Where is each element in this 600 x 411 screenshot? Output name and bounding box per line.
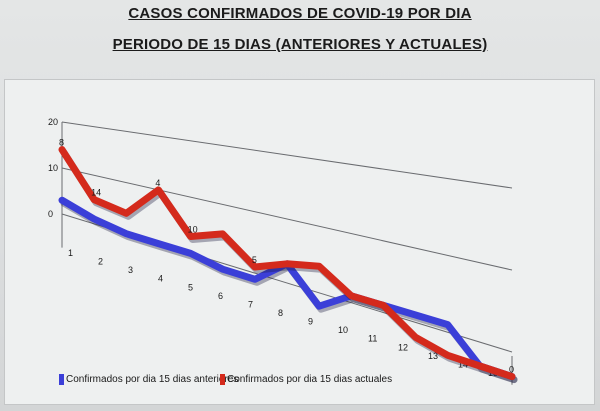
x-tick-label: 5 — [188, 282, 193, 292]
x-tick-label: 6 — [218, 291, 223, 301]
gridline — [61, 167, 513, 271]
data-point — [156, 241, 161, 246]
data-point — [92, 217, 97, 221]
y-tick-label: 10 — [48, 163, 58, 173]
data-point — [92, 197, 97, 202]
y-tick-label: 0 — [48, 209, 53, 219]
x-tick-label: 12 — [398, 342, 408, 352]
x-tick-label: 11 — [368, 334, 377, 344]
data-point — [317, 264, 322, 269]
data-point — [60, 198, 64, 203]
x-tick-label: 8 — [278, 308, 283, 318]
x-tick-label: 2 — [98, 257, 103, 267]
data-point — [124, 231, 129, 236]
data-point — [413, 313, 418, 317]
data-point — [285, 261, 289, 266]
data-point — [220, 267, 225, 272]
y-tick-label: 20 — [48, 117, 58, 127]
x-tick-label: 10 — [338, 325, 348, 335]
data-point — [124, 211, 129, 216]
data-point — [477, 363, 482, 368]
chart-area — [4, 79, 595, 405]
chart-subtitle: PERIODO DE 15 DIAS (ANTERIORES Y ACTUALE… — [112, 36, 488, 53]
data-point — [381, 303, 386, 308]
data-point — [445, 353, 450, 358]
data-point — [445, 322, 450, 327]
legend-swatch-actuales — [220, 374, 225, 385]
data-label: 8 — [59, 138, 64, 148]
data-point — [188, 234, 193, 239]
legend-label-anteriores: Confirmados por dia 15 dias anteriores — [66, 374, 239, 385]
data-label: 4 — [155, 178, 160, 188]
data-label: 0 — [509, 365, 514, 375]
data-point — [188, 251, 193, 256]
data-point — [220, 231, 225, 236]
x-tick-label: 3 — [128, 265, 133, 275]
data-point — [252, 277, 257, 282]
data-point — [156, 187, 161, 192]
x-tick-label: 4 — [158, 274, 163, 284]
data-label: 14 — [91, 188, 101, 198]
data-point — [349, 293, 354, 298]
x-tick-label: 13 — [428, 351, 438, 361]
chart-title: CASOS CONFIRMADOS DE COVID-19 POR DIA — [128, 5, 472, 22]
data-point — [252, 265, 257, 269]
data-point — [60, 147, 64, 152]
data-label: 5 — [252, 255, 257, 265]
x-tick-label: 1 — [68, 248, 73, 258]
x-tick-label: 7 — [248, 299, 253, 309]
data-label: 10 — [188, 225, 198, 235]
legend-swatch-anteriores — [59, 374, 64, 385]
x-tick-label: 9 — [308, 317, 313, 327]
data-point — [413, 335, 418, 340]
data-point — [510, 374, 514, 379]
legend-label-actuales: Confirmados por dia 15 dias actuales — [227, 374, 393, 385]
data-point — [317, 304, 322, 309]
gridline — [61, 121, 513, 189]
x-tick-label: 14 — [458, 359, 468, 369]
